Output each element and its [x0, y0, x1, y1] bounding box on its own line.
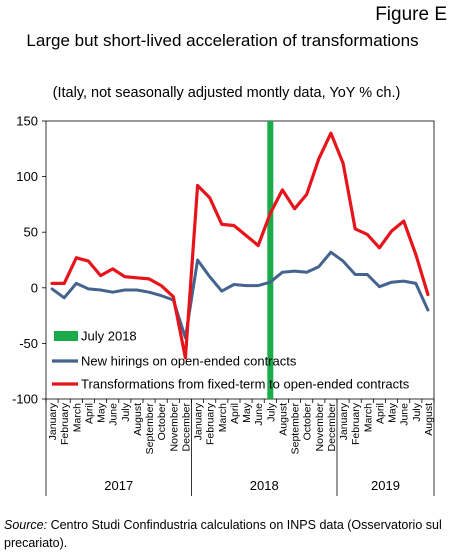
year-label: 2019 [371, 478, 400, 493]
x-tick-label: May [96, 402, 108, 423]
x-tick-label: April [229, 403, 241, 424]
y-tick-label: 100 [16, 169, 38, 184]
x-tick-label: February [350, 402, 362, 445]
source-note: Source: Centro Studi Confindustria calcu… [4, 516, 449, 552]
x-tick-label: July [411, 402, 423, 421]
x-tick-label: March [71, 403, 83, 432]
x-tick-label: August [277, 403, 289, 436]
x-tick-label: May [241, 402, 253, 423]
series-line-transformations [50, 131, 430, 360]
x-tick-label: September [290, 403, 302, 455]
x-tick-label: January [193, 402, 205, 440]
series-line-new-hirings [50, 250, 430, 340]
x-tick-label: September [144, 403, 156, 455]
legend-label: July 2018 [81, 329, 137, 344]
x-tick-label: July [265, 402, 277, 421]
x-tick-label: June [399, 403, 411, 426]
highlight-bar-july-2018 [267, 121, 274, 399]
x-tick-label: February [205, 402, 217, 445]
x-tick-label: October [302, 403, 314, 441]
x-tick-label: April [83, 403, 95, 424]
x-tick-label: June [108, 403, 120, 426]
x-tick-label: March [217, 403, 229, 432]
x-tick-label: November [314, 402, 326, 451]
x-tick-label: August [132, 403, 144, 436]
x-tick-label: November [168, 402, 180, 451]
x-tick-label: December [180, 402, 192, 451]
source-text: Centro Studi Confindustria calculations … [4, 518, 442, 550]
legend-swatch-bar [54, 331, 78, 341]
highlight-bar-group [267, 121, 274, 399]
y-tick-label: 150 [16, 114, 38, 129]
source-label: Source: [4, 518, 48, 532]
figure-label: Figure E [375, 4, 447, 25]
year-label: 2017 [104, 478, 133, 493]
y-tick-label: -100 [12, 392, 38, 407]
x-tick-label: October [156, 403, 168, 441]
y-tick-label: -50 [19, 336, 38, 351]
x-tick-label: March [362, 403, 374, 432]
x-tick-label: January [47, 402, 59, 440]
x-tick-label: August [423, 403, 435, 436]
chart-subtitle: (Italy, not seasonally adjusted montly d… [52, 85, 401, 101]
x-tick-label: June [253, 403, 265, 426]
y-tick-label: 50 [24, 225, 38, 240]
x-tick-label: January [338, 402, 350, 440]
year-label: 2018 [250, 478, 279, 493]
x-tick-label: July [120, 402, 132, 421]
chart-legend: July 2018 New hirings on open-ended contr… [52, 329, 410, 392]
series-group [50, 131, 430, 360]
y-tick-label: 0 [31, 280, 38, 295]
legend-label: New hirings on open-ended contracts [81, 354, 297, 369]
x-tick-label: December [326, 402, 338, 451]
legend-label: Transformations from fixed-term to open-… [81, 377, 410, 392]
chart-title: Large but short-lived acceleration of tr… [26, 31, 419, 50]
x-tick-label: February [59, 402, 71, 445]
x-tick-label: May [387, 402, 399, 423]
x-tick-label: April [374, 403, 386, 424]
